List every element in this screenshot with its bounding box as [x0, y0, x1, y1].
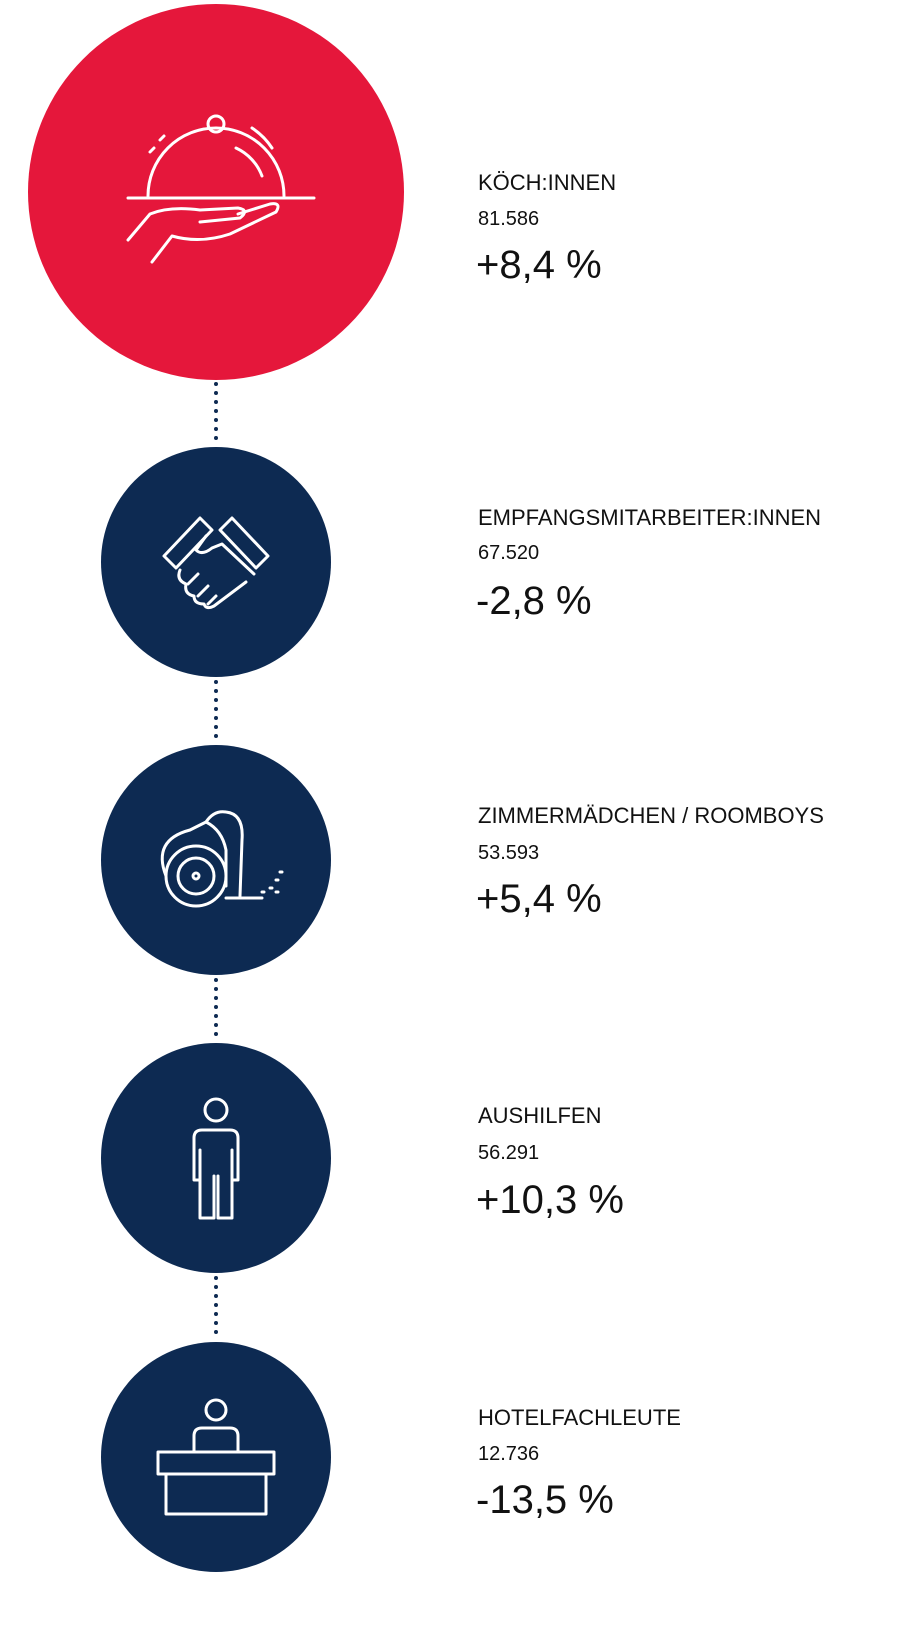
item-count: 81.586 [478, 208, 539, 230]
item-change: +5,4 % [476, 877, 602, 921]
item-change: +8,4 % [476, 243, 602, 287]
handshake-icon [162, 516, 270, 610]
cloche-icon [126, 114, 316, 264]
item-count: 53.593 [478, 842, 539, 864]
item-label: EMPFANGSMITARBEITER:INNEN [478, 505, 821, 530]
icon-circle [101, 1342, 331, 1572]
item-change: -13,5 % [476, 1478, 614, 1522]
item-count: 12.736 [478, 1443, 539, 1465]
person-icon [192, 1097, 240, 1220]
item-label: ZIMMERMÄDCHEN / ROOMBOYS [478, 803, 824, 828]
item-label: KÖCH:INNEN [478, 170, 616, 195]
item-label: AUSHILFEN [478, 1103, 601, 1128]
vacuum-icon [160, 810, 284, 908]
icon-circle [28, 4, 404, 380]
item-label: HOTELFACHLEUTE [478, 1405, 681, 1430]
item-change: +10,3 % [476, 1178, 624, 1222]
icon-circle [101, 1043, 331, 1273]
item-change: -2,8 % [476, 579, 592, 623]
icon-circle [101, 447, 331, 677]
icon-circle [101, 745, 331, 975]
item-count: 67.520 [478, 542, 539, 564]
reception-icon [156, 1398, 276, 1516]
item-count: 56.291 [478, 1142, 539, 1164]
